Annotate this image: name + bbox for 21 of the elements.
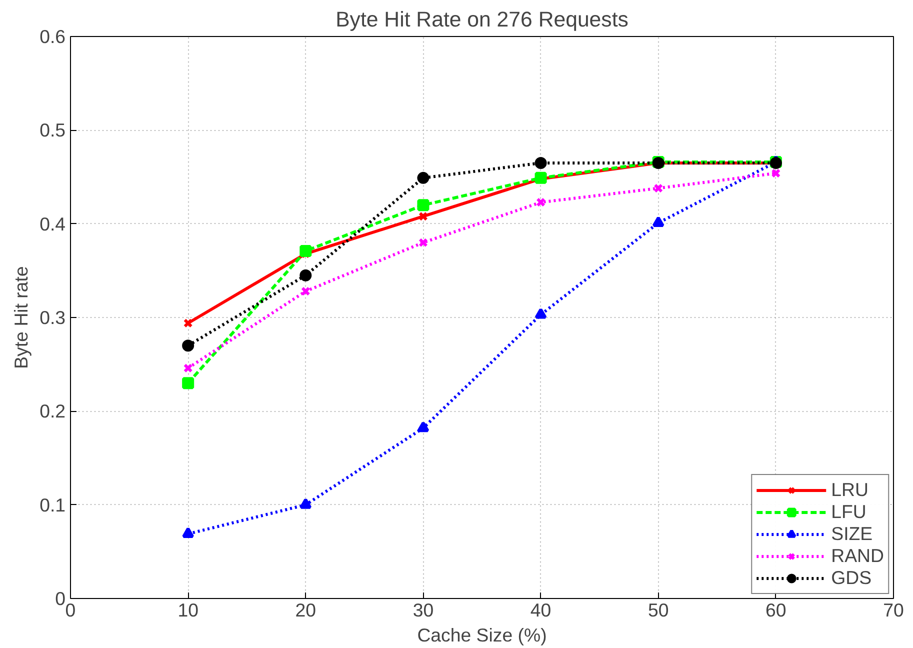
x-tick-label: 60 xyxy=(766,600,786,620)
y-tick-label: 0.5 xyxy=(40,120,66,141)
legend-label: LRU xyxy=(831,479,868,501)
x-tick-label: 70 xyxy=(883,600,904,620)
y-tick-label: 0.1 xyxy=(40,494,66,516)
legend-label: SIZE xyxy=(831,523,873,545)
x-tick-label: 20 xyxy=(295,600,316,620)
x-tick-label: 40 xyxy=(530,600,552,620)
x-tick-label: 50 xyxy=(648,600,669,620)
y-axis-title: Byte Hit rate xyxy=(10,266,32,369)
legend-label: RAND xyxy=(831,545,884,567)
y-tick-label: 0.2 xyxy=(40,400,66,422)
y-tick-label: 0.6 xyxy=(40,26,66,47)
chart-title: Byte Hit Rate on 276 Requests xyxy=(336,8,628,32)
legend-label: LFU xyxy=(831,501,866,523)
x-tick-label: 30 xyxy=(412,600,434,620)
y-tick-label: 0.3 xyxy=(40,307,66,328)
legend-label: GDS xyxy=(831,567,872,589)
x-axis-title: Cache Size (%) xyxy=(417,624,547,646)
x-tick-label: 10 xyxy=(178,600,198,620)
y-tick-label: 0.4 xyxy=(40,213,66,234)
